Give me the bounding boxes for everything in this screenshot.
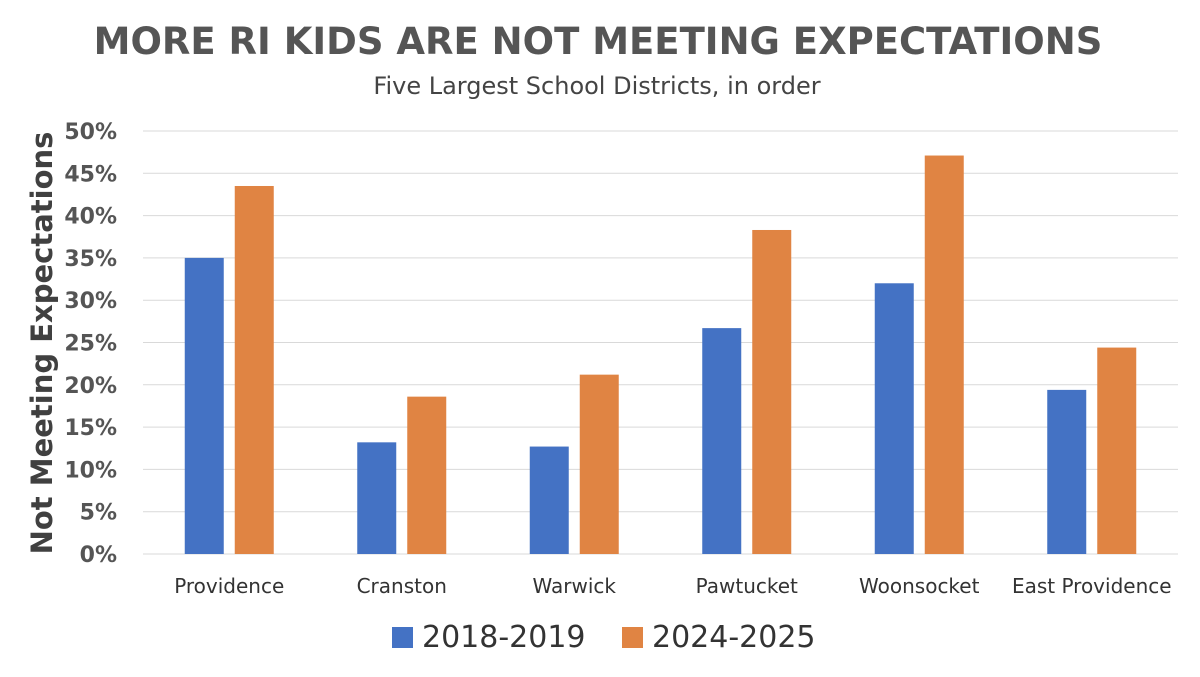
bars bbox=[184, 155, 1137, 555]
legend: 2018-2019 2024-2025 bbox=[392, 620, 816, 655]
bar-2024-2025-cranston bbox=[407, 396, 447, 554]
y-tick-label: 0% bbox=[80, 543, 117, 568]
x-tick-label: Warwick bbox=[533, 574, 617, 598]
bar-2018-2019-cranston bbox=[357, 442, 397, 554]
legend-label: 2024-2025 bbox=[652, 620, 816, 655]
y-tick-label: 45% bbox=[64, 162, 117, 187]
y-tick-label: 15% bbox=[64, 416, 117, 441]
bar-2024-2025-woonsocket bbox=[924, 155, 964, 554]
bar-2018-2019-providence bbox=[184, 257, 224, 554]
bar-2024-2025-providence bbox=[234, 185, 274, 555]
legend-label: 2018-2019 bbox=[422, 620, 586, 655]
bar-2018-2019-warwick bbox=[529, 446, 569, 554]
y-axis-label: Not Meeting Expectations bbox=[25, 132, 59, 555]
bar-2024-2025-warwick bbox=[579, 374, 619, 554]
y-tick-label: 35% bbox=[64, 247, 117, 272]
x-tick-label: Cranston bbox=[357, 574, 447, 598]
chart-title: MORE RI KIDS ARE NOT MEETING EXPECTATION… bbox=[94, 20, 1103, 63]
x-tick-label: Woonsocket bbox=[859, 574, 980, 598]
bar-2024-2025-pawtucket bbox=[752, 229, 792, 554]
x-tick-labels: Providence Cranston Warwick Pawtucket Woonso… bbox=[174, 574, 1171, 598]
y-tick-label: 5% bbox=[80, 501, 117, 526]
legend-swatch bbox=[392, 627, 413, 648]
gridlines bbox=[143, 130, 1178, 555]
legend-swatch bbox=[622, 627, 643, 648]
y-tick-labels: 0% 5% 10% 15% 20% 25% 30% 35% 40% 45% 50% bbox=[64, 120, 117, 568]
y-tick-label: 20% bbox=[64, 374, 117, 399]
y-tick-label: 50% bbox=[64, 120, 117, 145]
bar-2018-2019-woonsocket bbox=[874, 283, 914, 554]
chart-subtitle: Five Largest School Districts, in order bbox=[373, 72, 820, 100]
bar-2024-2025-east-providence bbox=[1097, 347, 1137, 554]
x-tick-label: Providence bbox=[174, 574, 284, 598]
y-tick-label: 25% bbox=[64, 332, 117, 357]
bar-2018-2019-east-providence bbox=[1047, 389, 1087, 554]
x-tick-label: Pawtucket bbox=[696, 574, 798, 598]
x-tick-label: East Providence bbox=[1012, 574, 1172, 598]
bar-2018-2019-pawtucket bbox=[702, 328, 742, 554]
y-tick-label: 30% bbox=[64, 289, 117, 314]
y-tick-label: 10% bbox=[64, 458, 117, 483]
y-tick-label: 40% bbox=[64, 205, 117, 230]
